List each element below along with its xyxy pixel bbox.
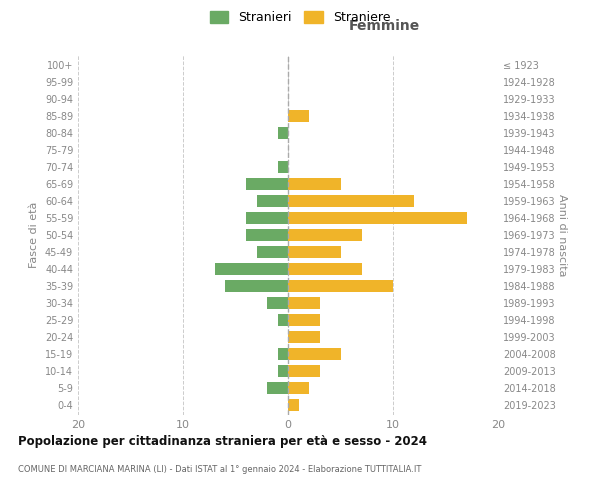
Bar (246, 212, 288, 224)
Bar (267, 382, 288, 394)
Y-axis label: Anni di nascita: Anni di nascita (557, 194, 567, 276)
Bar (257, 246, 288, 258)
Legend: Stranieri, Straniere: Stranieri, Straniere (205, 6, 395, 29)
Bar (267, 297, 288, 309)
Bar (288, 212, 467, 224)
Bar (246, 178, 288, 190)
Bar (288, 382, 309, 394)
Text: COMUNE DI MARCIANA MARINA (LI) - Dati ISTAT al 1° gennaio 2024 - Elaborazione TU: COMUNE DI MARCIANA MARINA (LI) - Dati IS… (18, 465, 421, 474)
Y-axis label: Fasce di età: Fasce di età (29, 202, 39, 268)
Bar (225, 280, 288, 292)
Bar (288, 365, 320, 377)
Bar (288, 331, 320, 343)
Bar (288, 314, 320, 326)
Bar (288, 110, 309, 122)
Bar (288, 399, 299, 411)
Bar (288, 178, 341, 190)
Bar (277, 348, 288, 360)
Bar (246, 229, 288, 241)
Bar (215, 263, 288, 275)
Bar (288, 280, 393, 292)
Bar (288, 229, 361, 241)
Bar (288, 348, 341, 360)
Bar (288, 246, 341, 258)
Bar (277, 127, 288, 139)
Bar (288, 263, 361, 275)
Bar (288, 297, 320, 309)
Bar (277, 365, 288, 377)
Bar (277, 161, 288, 173)
Bar (277, 314, 288, 326)
Text: Femmine: Femmine (349, 20, 420, 34)
Bar (288, 195, 414, 207)
Text: Popolazione per cittadinanza straniera per età e sesso - 2024: Popolazione per cittadinanza straniera p… (18, 435, 427, 448)
Bar (257, 195, 288, 207)
